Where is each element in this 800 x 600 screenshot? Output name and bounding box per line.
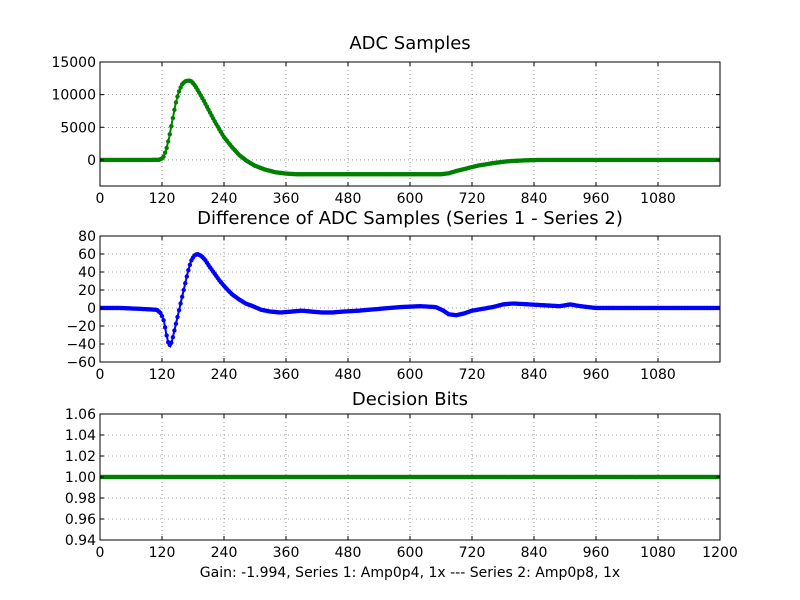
bits-x-tick-label: 480 (335, 545, 362, 561)
diff-data-point (172, 328, 177, 333)
diff-data-point (184, 274, 189, 279)
adc-x-tick-label: 360 (273, 191, 300, 207)
diff-x-tick-label: 240 (211, 367, 238, 383)
bits-y-tick-label: 1.00 (65, 470, 96, 486)
diff-x-tick-label: 480 (335, 367, 362, 383)
adc-x-tick-label: 840 (521, 191, 548, 207)
adc-data-point (169, 123, 174, 129)
bits-y-tick-label: 1.04 (65, 428, 96, 444)
diff-data-point (186, 268, 191, 273)
diff-data-point (162, 325, 168, 330)
diff-data-point (170, 335, 176, 340)
diff-data-point (161, 317, 166, 323)
adc-x-tick-label: 480 (335, 191, 362, 207)
bits-y-tick-label: 1.02 (65, 449, 96, 465)
adc-data-point (176, 89, 182, 94)
figure-xlabel: Gain: -1.994, Series 1: Amp0p4, 1x --- S… (200, 565, 620, 581)
bits-y-tick-label: 0.94 (65, 533, 96, 549)
diff-y-tick-label: 60 (78, 247, 96, 263)
diff-data-point (178, 301, 183, 306)
adc-data-point (164, 145, 169, 151)
diff-x-tick-label: 1080 (640, 367, 676, 383)
adc-x-tick-label: 1080 (640, 191, 676, 207)
adc-data-point (166, 139, 171, 144)
diff-y-tick-label: 40 (78, 265, 96, 281)
diff-series-group (100, 252, 720, 349)
adc-samples-plot: ADC Samples 0 120 240 360 480 600 720 840 960 1080… (51, 33, 721, 207)
adc-title: ADC Samples (349, 33, 470, 54)
bits-x-tick-label: 720 (459, 545, 486, 561)
bits-y-tick-label: 0.96 (65, 512, 96, 528)
bits-x-tick-label: 1080 (640, 545, 676, 561)
adc-y-tick-label: 5000 (60, 120, 96, 136)
adc-data-point (167, 132, 172, 137)
bits-title: Decision Bits (352, 389, 468, 410)
bits-x-tick-label: 360 (273, 545, 300, 561)
adc-data-point (175, 94, 180, 99)
adc-y-tick-label: 10000 (51, 88, 96, 104)
diff-y-tick-label: 20 (78, 283, 96, 299)
diff-data-point (181, 287, 186, 293)
diff-data-point (175, 314, 180, 320)
diff-y-tick-label: 0 (87, 301, 96, 317)
diff-data-point (164, 333, 169, 338)
adc-series-group (100, 78, 720, 177)
adc-x-tick-label: 600 (397, 191, 424, 207)
difference-plot: Difference of ADC Samples (Series 1 - Se… (66, 208, 721, 383)
diff-x-tick-label: 0 (96, 367, 105, 383)
decision-bits-plot: Decision Bits 0 120 240 360 480 600 720 840 960 10… (65, 389, 738, 561)
adc-data-point (162, 150, 168, 155)
bits-x-tick-label: 600 (397, 545, 424, 561)
adc-x-tick-label: 0 (96, 191, 105, 207)
diff-y-tick-label: −40 (66, 337, 96, 353)
bits-x-tick-label: 240 (211, 545, 238, 561)
adc-y-tick-label: 15000 (51, 55, 96, 71)
adc-x-tick-label: 720 (459, 191, 486, 207)
diff-x-tick-label: 840 (521, 367, 548, 383)
diff-x-tick-label: 720 (459, 367, 486, 383)
diff-data-point (187, 262, 193, 267)
bits-x-tick-label: 0 (96, 545, 105, 561)
diff-y-tick-label: −60 (66, 355, 96, 371)
diff-data-point (159, 313, 165, 319)
bits-y-tick-label: 0.98 (65, 491, 96, 507)
diff-x-tick-label: 960 (583, 367, 610, 383)
bits-x-tick-label: 960 (583, 545, 610, 561)
diff-y-tick-label: −20 (66, 319, 96, 335)
bits-x-tick-label: 1200 (702, 545, 738, 561)
adc-data-point (161, 154, 166, 159)
diff-title: Difference of ADC Samples (Series 1 - Se… (197, 208, 623, 229)
adc-x-tick-label: 960 (583, 191, 610, 207)
diff-data-point (183, 281, 188, 286)
adc-data-point (173, 100, 179, 105)
bits-y-tick-label: 1.06 (65, 407, 96, 423)
adc-x-tick-label: 120 (149, 191, 176, 207)
diff-data-point (176, 308, 182, 313)
diff-x-tick-label: 600 (397, 367, 424, 383)
diff-data-point (179, 294, 185, 299)
bits-series-group (100, 474, 720, 480)
diff-x-tick-label: 120 (149, 367, 176, 383)
diff-y-tick-label: 80 (78, 229, 96, 245)
diff-data-point (173, 321, 179, 326)
diff-x-tick-label: 360 (273, 367, 300, 383)
adc-data-point (172, 107, 177, 113)
bits-x-tick-label: 840 (521, 545, 548, 561)
diff-data-point (169, 340, 174, 345)
adc-x-tick-label: 240 (211, 191, 238, 207)
bits-x-tick-label: 120 (149, 545, 176, 561)
adc-data-point (170, 115, 176, 121)
adc-y-tick-label: 0 (87, 153, 96, 169)
